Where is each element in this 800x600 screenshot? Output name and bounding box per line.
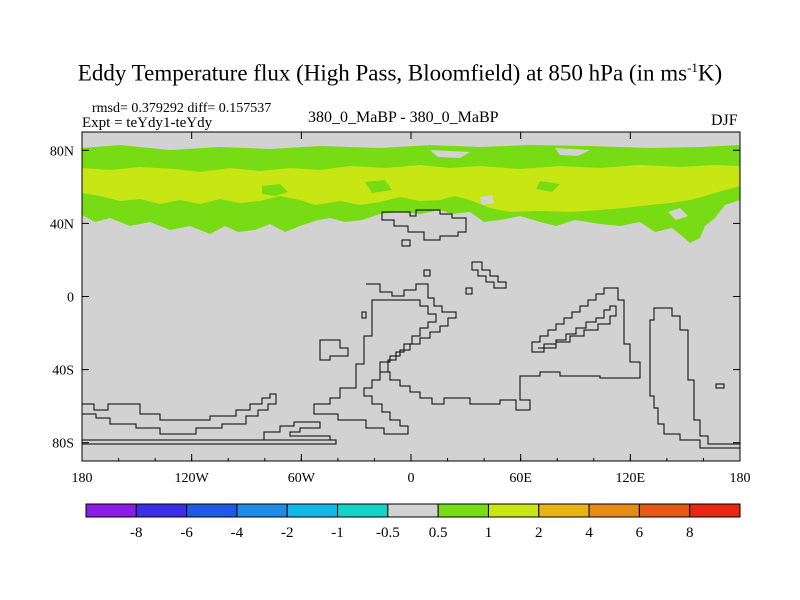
y-tick-label: 40S	[52, 364, 74, 379]
colorbar-label: -2	[281, 525, 294, 541]
colorbar-swatch	[588, 503, 640, 518]
colorbar-label: -8	[130, 525, 143, 541]
hole-5	[668, 208, 688, 220]
hole-2	[365, 180, 392, 193]
experiment-pair-label: 380_0_MaBP - 380_0_MaBP	[308, 109, 499, 126]
continent-west	[313, 299, 437, 435]
y-tick-label: 80N	[50, 144, 74, 159]
experiment-label: Expt = teYdy1-teYdy	[82, 115, 213, 131]
x-tick-label: 0	[408, 471, 415, 486]
islet-4	[361, 311, 367, 319]
islet-2	[423, 269, 431, 277]
colorbar-swatch	[286, 503, 339, 518]
hole-4	[480, 195, 494, 205]
colorbar-label: 4	[585, 525, 593, 541]
axes: 180 120W 60W 0 60E 120E 180 80N 40N 0 40S 80S	[50, 132, 751, 486]
x-tick-label: 120W	[175, 471, 210, 486]
colorbar-label: 2	[535, 525, 543, 541]
hole-1	[262, 184, 288, 196]
colorbar-swatch	[236, 503, 288, 518]
continent-south-mid	[263, 421, 331, 441]
colorbar-swatch	[337, 503, 389, 518]
colorbar-swatch	[487, 503, 540, 518]
x-tick-label: 180	[730, 471, 751, 486]
islet-3	[465, 287, 473, 295]
islet-5	[715, 383, 725, 389]
continent-central	[366, 283, 641, 411]
colorbar-label: 1	[485, 525, 493, 541]
colorbar-swatch	[186, 503, 238, 518]
continent-outlines	[82, 209, 740, 449]
continent-north	[381, 209, 467, 241]
colorbar-swatch	[387, 503, 439, 518]
colorbar-swatch	[85, 503, 137, 518]
season-label: DJF	[711, 112, 738, 129]
colorbar-label: 6	[636, 525, 644, 541]
continent-southeast	[649, 307, 740, 449]
colorbar-swatch	[437, 503, 489, 518]
continent-small-east	[471, 261, 507, 289]
stats-label: rmsd= 0.379292 diff= 0.157537	[92, 101, 272, 116]
islet-1	[401, 239, 411, 247]
x-tick-label: 180	[72, 471, 93, 486]
region-2-to-4	[82, 165, 740, 212]
colorbar: -8 -6 -4 -2 -1 -0.5 0.5 1 2 4 6 8	[85, 503, 741, 541]
y-tick-label: 40N	[50, 217, 74, 232]
colorbar-label: 8	[686, 525, 694, 541]
colorbar-label: -1	[331, 525, 344, 541]
continent-south-base	[82, 439, 337, 445]
colorbar-label: 0.5	[429, 525, 448, 541]
continent-south-west	[82, 393, 277, 435]
colorbar-label: -6	[180, 525, 193, 541]
hole-7	[555, 148, 590, 156]
colorbar-swatch	[538, 503, 590, 518]
chart-title: Eddy Temperature flux (High Pass, Bloomf…	[77, 60, 723, 86]
x-tick-label: 60W	[288, 471, 316, 486]
colorbar-label: -4	[231, 525, 244, 541]
colorbar-swatch	[689, 503, 741, 518]
colorbar-swatch	[638, 503, 691, 518]
x-tick-label: 60E	[509, 471, 532, 486]
y-tick-label: 80S	[52, 437, 74, 452]
continent-bay	[319, 339, 349, 361]
hole-3	[536, 181, 560, 192]
colorbar-swatch	[135, 503, 188, 518]
y-tick-label: 0	[67, 291, 74, 306]
x-tick-label: 120E	[616, 471, 646, 486]
colorbar-label: -0.5	[376, 525, 400, 541]
contour-fills	[82, 145, 740, 243]
hole-6	[430, 150, 470, 158]
